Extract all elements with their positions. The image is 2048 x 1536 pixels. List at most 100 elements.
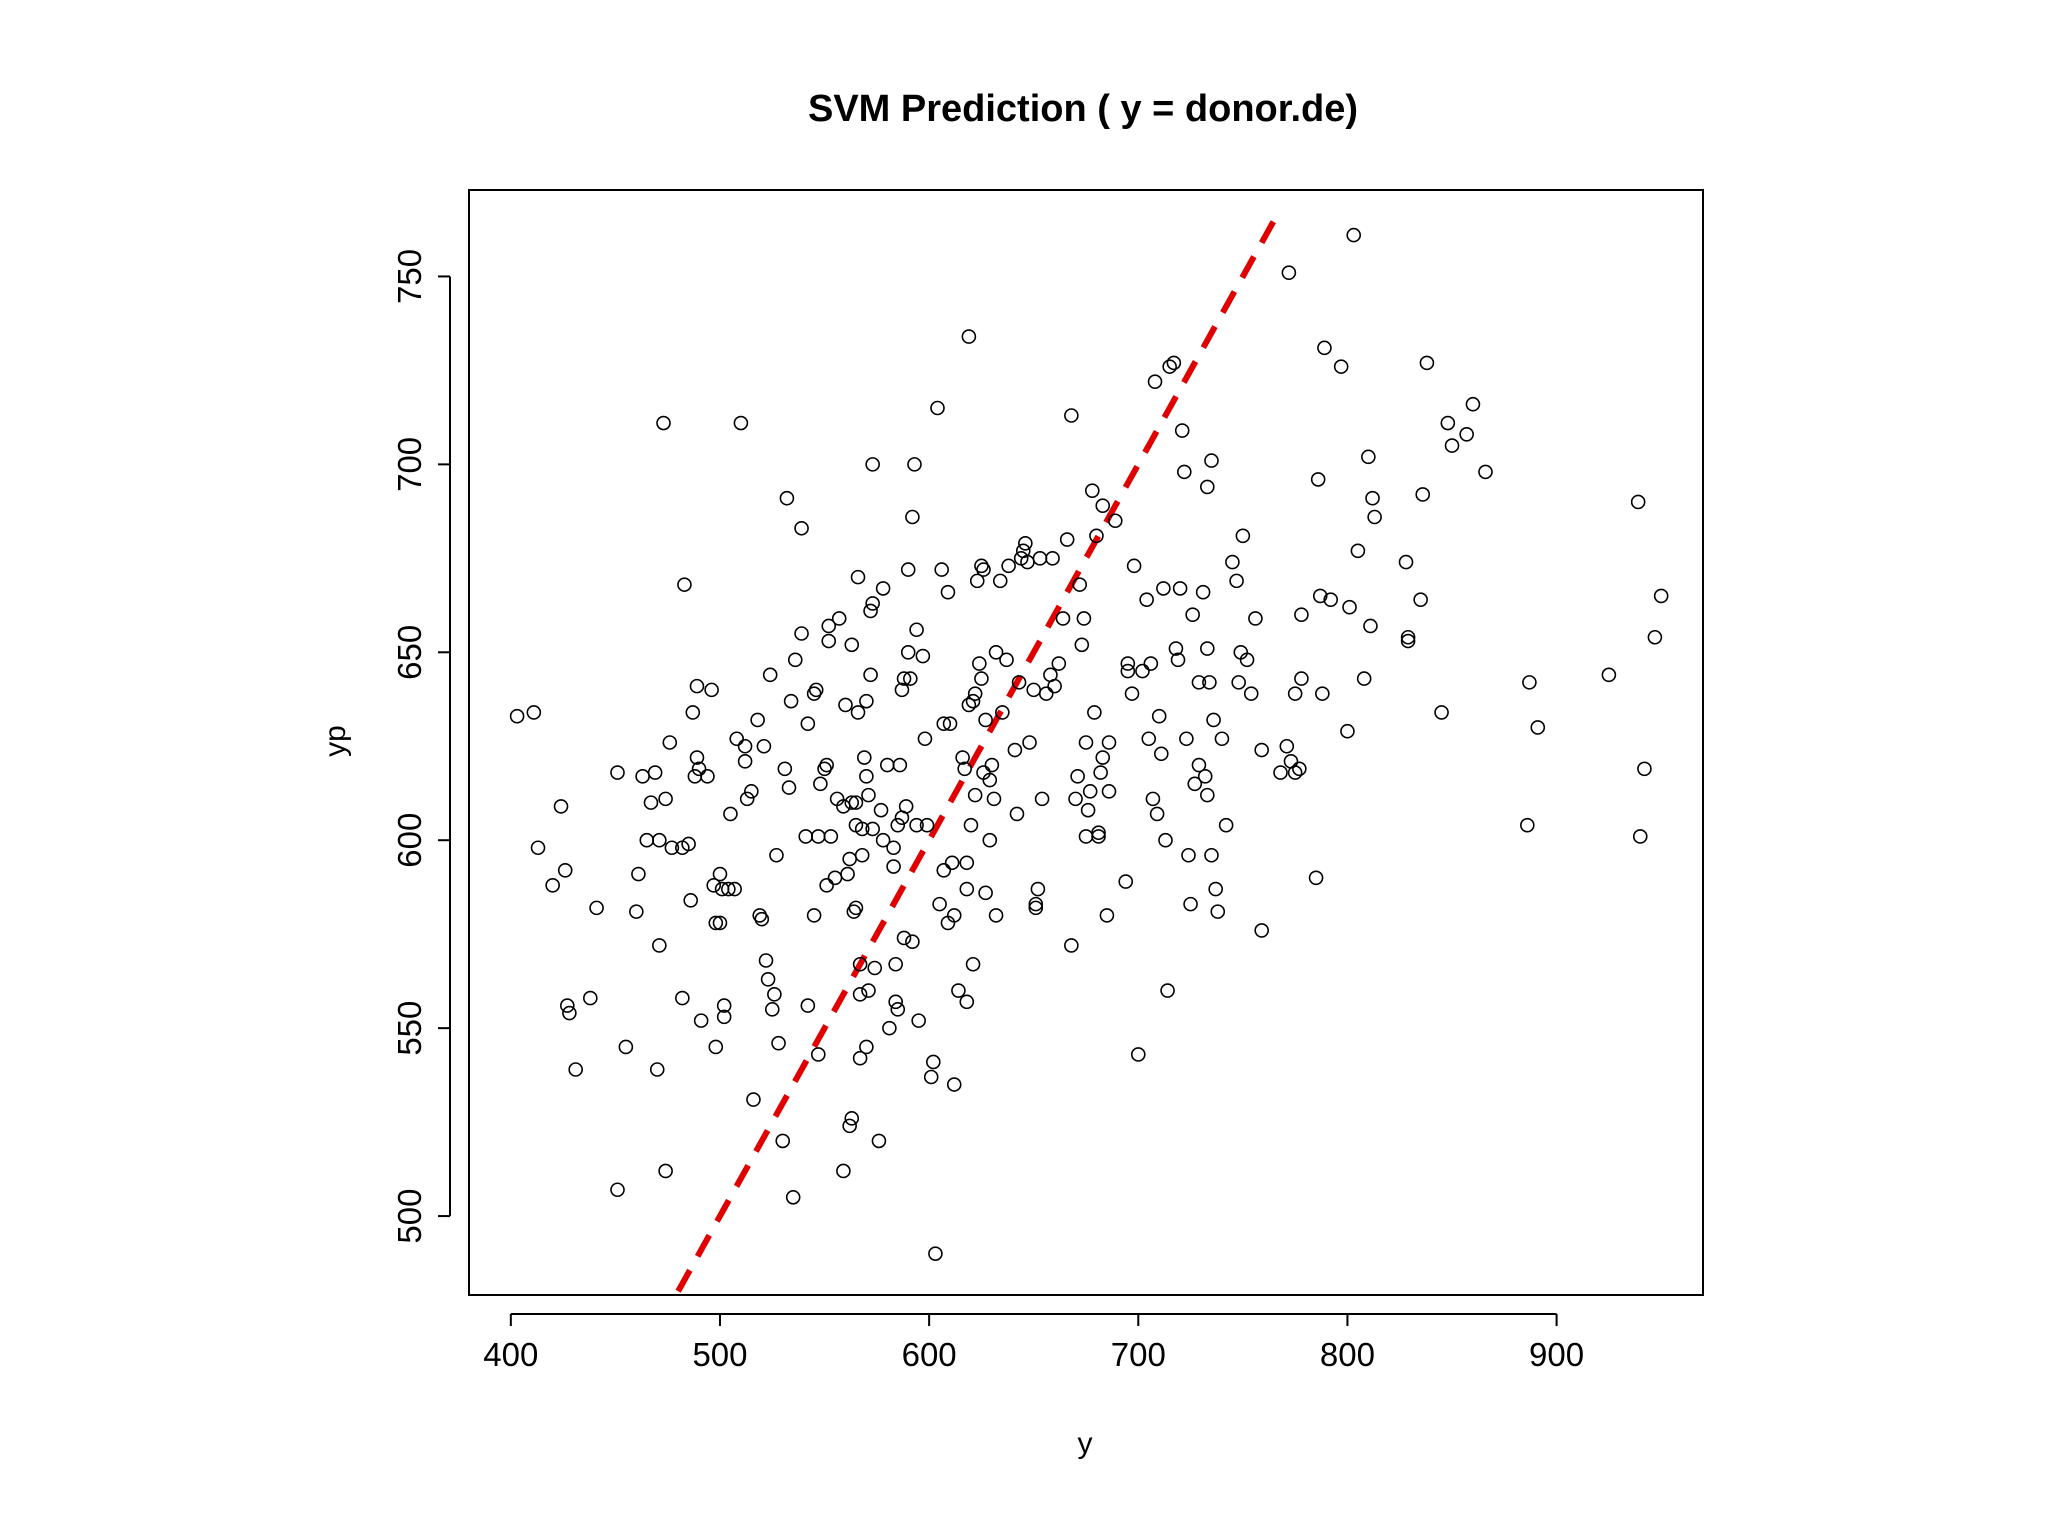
data-point [986,791,1002,807]
data-point [1210,904,1226,919]
y-tick-label: 600 [391,813,428,868]
data-point [658,791,673,807]
data-point [852,956,868,972]
data-point [675,990,690,1006]
data-point [1185,607,1200,623]
data-point [890,1002,906,1017]
data-point [1107,513,1123,529]
data-point [963,817,979,833]
data-point [859,693,874,709]
data-point [706,878,722,893]
data-point [940,584,956,600]
data-point [800,716,816,732]
data-point [919,817,935,833]
x-tick-label: 700 [1111,1336,1166,1373]
data-point [769,847,784,863]
data-point [967,787,983,803]
data-point [1034,791,1050,807]
data-point [664,840,680,856]
data-point [1365,490,1380,506]
data-point [1147,374,1163,389]
y-tick-label: 700 [391,437,428,492]
data-point [1091,829,1106,844]
data-point [767,987,782,1002]
data-point [1070,769,1085,784]
data-point [1080,802,1096,818]
data-point [689,678,705,694]
data-point [1191,675,1207,690]
data-point [1637,761,1652,777]
data-point [1091,825,1106,841]
data-point [1126,558,1142,574]
data-point [758,953,774,968]
data-point [959,881,975,897]
data-point [813,776,828,792]
data-point [1064,408,1079,423]
data-point [1118,874,1134,889]
x-axis: 400 500 600 700 800 900 [483,1313,1584,1373]
data-point [1281,265,1297,280]
data-point [1064,938,1079,953]
data-point [754,911,770,927]
data-point [779,490,795,506]
data-point [1168,641,1184,656]
data-point [1120,663,1136,679]
data-point [982,772,998,788]
data-point [861,983,876,998]
data-point [875,832,891,848]
data-point [733,415,749,431]
data-point [635,769,650,784]
data-point [1315,686,1330,701]
data-point [1045,551,1060,566]
data-point [880,757,895,773]
data-point [1202,675,1217,690]
data-point [850,569,866,585]
data-point [842,851,857,867]
data-point [704,682,719,698]
data-point [1124,686,1140,701]
data-point [865,596,880,611]
data-point [589,900,604,916]
data-point [1120,656,1136,671]
data-point [827,870,843,886]
data-point [787,652,803,668]
data-point [681,836,696,852]
data-point [861,787,876,803]
data-point [934,562,949,577]
data-point [988,908,1004,923]
data-point [1191,757,1207,773]
data-point [854,847,870,863]
data-point [1072,577,1088,592]
data-point [923,1069,939,1085]
data-point [1166,355,1182,371]
data-point [1087,705,1102,720]
x-tick-label: 600 [902,1336,957,1373]
data-point [1153,746,1169,762]
data-point [750,712,765,728]
data-point [859,769,874,784]
data-point [848,795,864,810]
data-point [1089,528,1104,544]
data-point [1632,829,1648,844]
data-point [900,644,916,660]
data-point [1074,637,1090,653]
data-point [882,1020,897,1036]
data-point [1078,735,1094,750]
data-point [1018,535,1033,551]
data-point [865,821,880,837]
data-point [930,400,945,416]
data-point [1095,750,1111,765]
data-point [708,1039,724,1055]
data-point [1647,629,1663,645]
plot-frame [468,189,1704,1296]
data-point [1287,686,1303,701]
data-point [721,881,736,897]
data-point [928,1246,943,1261]
data-point [988,644,1004,660]
data-point [1630,494,1646,510]
data-point [1200,787,1215,803]
data-point [1149,806,1165,822]
data-point [1208,881,1223,897]
data-point [583,990,598,1006]
